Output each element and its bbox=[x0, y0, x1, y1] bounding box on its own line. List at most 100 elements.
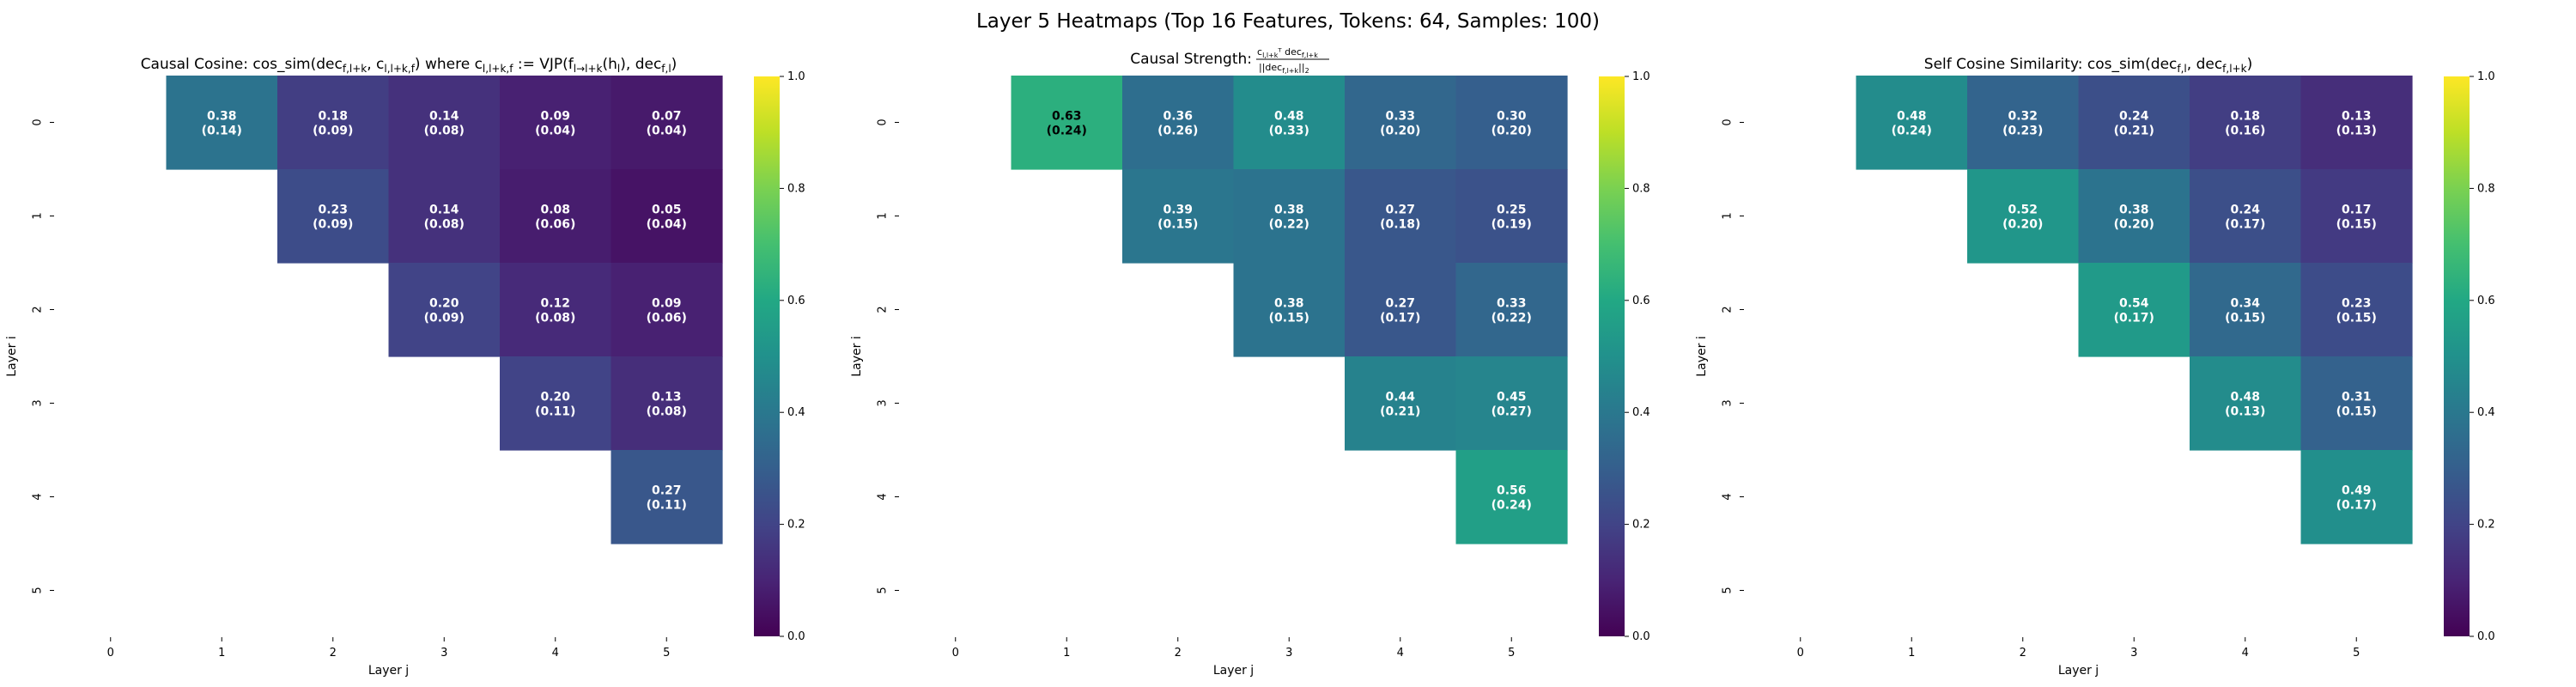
cell-value-label: 0.20 bbox=[429, 297, 459, 311]
heatmap-cell bbox=[1233, 76, 1346, 170]
svg-text:Causal Strength:: Causal Strength: bbox=[1130, 51, 1252, 68]
colorbar-tick-label: 0.4 bbox=[2477, 406, 2495, 419]
x-tick-label: 3 bbox=[2130, 647, 2137, 660]
cell-std-label: (0.08) bbox=[424, 125, 465, 138]
cell-std-label: (0.08) bbox=[647, 405, 687, 419]
cell-value-label: 0.38 bbox=[1274, 204, 1304, 217]
cell-std-label: (0.26) bbox=[1157, 125, 1198, 138]
heatmap-cell bbox=[2300, 356, 2413, 451]
x-tick-label: 2 bbox=[1175, 647, 1182, 660]
cell-std-label: (0.06) bbox=[535, 218, 575, 232]
y-tick-label: 3 bbox=[32, 399, 45, 406]
heatmap-cell bbox=[1455, 169, 1568, 264]
cell-value-label: 0.31 bbox=[2342, 391, 2372, 404]
cell-std-label: (0.11) bbox=[535, 405, 575, 419]
y-tick-label: 2 bbox=[877, 306, 890, 313]
cell-std-label: (0.20) bbox=[2002, 218, 2043, 232]
heatmap-cell bbox=[1345, 263, 1457, 357]
cell-value-label: 0.12 bbox=[540, 297, 570, 311]
cell-value-label: 0.05 bbox=[652, 204, 682, 217]
x-tick-label: 5 bbox=[2353, 647, 2360, 660]
colorbar bbox=[1599, 76, 1625, 636]
heatmap-cell bbox=[1455, 263, 1568, 357]
heatmap-cell bbox=[388, 263, 501, 357]
cell-std-label: (0.15) bbox=[1269, 312, 1309, 325]
cell-value-label: 0.48 bbox=[1897, 110, 1927, 124]
y-tick-label: 1 bbox=[877, 212, 890, 219]
heatmap-cell bbox=[1455, 450, 1568, 544]
cell-value-label: 0.18 bbox=[2230, 110, 2260, 124]
cell-std-label: (0.06) bbox=[647, 312, 687, 325]
heatmap-cell bbox=[277, 169, 390, 264]
cell-std-label: (0.16) bbox=[2225, 125, 2265, 138]
cell-std-label: (0.09) bbox=[313, 125, 353, 138]
y-axis-label: Layer i bbox=[850, 336, 864, 376]
heatmap-panel-2: 0.63(0.24)0.36(0.26)0.48(0.33)0.33(0.20)… bbox=[850, 70, 1650, 678]
cell-value-label: 0.23 bbox=[318, 204, 348, 217]
colorbar-tick-label: 0.6 bbox=[787, 295, 805, 307]
y-tick-label: 0 bbox=[32, 119, 45, 125]
heatmap-cell bbox=[2300, 263, 2413, 357]
y-tick-label: 2 bbox=[32, 306, 45, 313]
svg-text:||decf,l+k||2: ||decf,l+k||2 bbox=[1259, 62, 1309, 75]
heatmap-cell bbox=[1345, 356, 1457, 451]
colorbar-tick-label: 1.0 bbox=[2477, 70, 2495, 83]
cell-std-label: (0.04) bbox=[535, 125, 575, 138]
cell-std-label: (0.24) bbox=[1492, 499, 1532, 513]
y-axis-label: Layer i bbox=[5, 336, 19, 376]
y-tick-label: 5 bbox=[32, 587, 45, 593]
cell-std-label: (0.24) bbox=[1892, 125, 1932, 138]
cell-std-label: (0.33) bbox=[1269, 125, 1309, 138]
cell-std-label: (0.04) bbox=[647, 125, 687, 138]
heatmap-cell bbox=[1122, 76, 1235, 170]
cell-std-label: (0.21) bbox=[1380, 405, 1420, 419]
x-tick-label: 3 bbox=[440, 647, 447, 660]
cell-std-label: (0.15) bbox=[1157, 218, 1198, 232]
heatmap-panel-1: 0.38(0.14)0.18(0.09)0.14(0.08)0.09(0.04)… bbox=[5, 70, 805, 678]
cell-std-label: (0.22) bbox=[1269, 218, 1309, 232]
heatmap-cell bbox=[2300, 76, 2413, 170]
heatmap-cell bbox=[2078, 263, 2190, 357]
cell-std-label: (0.17) bbox=[2225, 218, 2265, 232]
cell-std-label: (0.15) bbox=[2336, 218, 2377, 232]
cell-value-label: 0.33 bbox=[1385, 110, 1415, 124]
heatmap-cell bbox=[1233, 169, 1346, 264]
heatmap-panel-3: 0.48(0.24)0.32(0.23)0.24(0.21)0.18(0.16)… bbox=[1695, 70, 2495, 678]
cell-value-label: 0.30 bbox=[1497, 110, 1527, 124]
y-tick-label: 3 bbox=[1722, 399, 1735, 406]
cell-value-label: 0.09 bbox=[540, 110, 570, 124]
heatmap-cell bbox=[2300, 450, 2413, 544]
cell-value-label: 0.24 bbox=[2230, 204, 2260, 217]
x-tick-label: 2 bbox=[2020, 647, 2026, 660]
heatmap-cell bbox=[1455, 356, 1568, 451]
cell-std-label: (0.17) bbox=[1380, 312, 1420, 325]
cell-value-label: 0.54 bbox=[2119, 297, 2149, 311]
cell-value-label: 0.38 bbox=[2119, 204, 2149, 217]
cell-std-label: (0.24) bbox=[1047, 125, 1087, 138]
cell-value-label: 0.13 bbox=[2342, 110, 2372, 124]
y-tick-label: 0 bbox=[1722, 119, 1735, 125]
x-axis-label: Layer j bbox=[1213, 664, 1254, 678]
cell-value-label: 0.38 bbox=[1274, 297, 1304, 311]
panel-1-title: Causal Cosine: cos_sim(decf,l+k, cl,l+k,… bbox=[141, 56, 677, 75]
cell-std-label: (0.13) bbox=[2225, 405, 2265, 419]
cell-value-label: 0.09 bbox=[652, 297, 682, 311]
x-tick-label: 0 bbox=[1797, 647, 1804, 660]
colorbar-tick-label: 0.4 bbox=[787, 406, 805, 419]
cell-std-label: (0.15) bbox=[2336, 405, 2377, 419]
heatmap-cell bbox=[388, 76, 501, 170]
y-axis-label: Layer i bbox=[1695, 336, 1709, 376]
cell-std-label: (0.08) bbox=[535, 312, 575, 325]
heatmap-cell bbox=[2190, 76, 2302, 170]
colorbar-tick-label: 0.0 bbox=[1632, 630, 1650, 643]
heatmap-cell bbox=[1122, 169, 1235, 264]
cell-std-label: (0.20) bbox=[1380, 125, 1420, 138]
cell-value-label: 0.32 bbox=[2008, 110, 2038, 124]
figure-title: Layer 5 Heatmaps (Top 16 Features, Token… bbox=[976, 10, 1600, 33]
y-tick-label: 5 bbox=[1722, 587, 1735, 593]
cell-value-label: 0.44 bbox=[1385, 391, 1415, 404]
x-tick-label: 5 bbox=[1508, 647, 1515, 660]
panel-2-title: Causal Strength: cl,l+kᵀ decf,l+k ||decf… bbox=[1130, 46, 1329, 75]
heatmap-cell bbox=[1345, 169, 1457, 264]
